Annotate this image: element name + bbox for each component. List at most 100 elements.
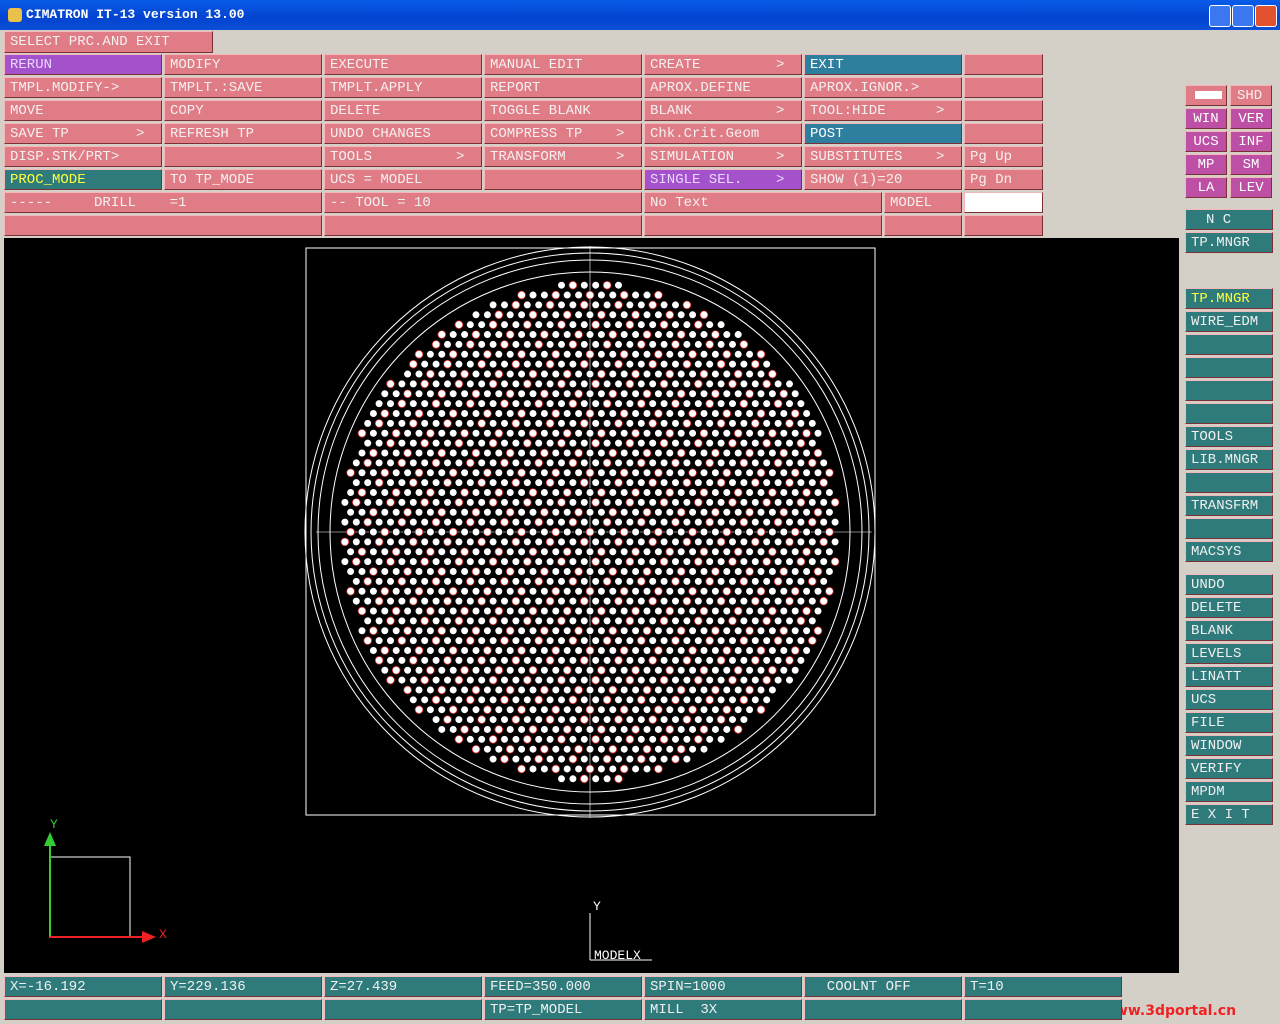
menu-button[interactable]: LINATT	[1185, 666, 1273, 687]
blank-button[interactable]	[1185, 85, 1227, 106]
hole	[545, 557, 555, 566]
menu-button[interactable]: LIB.MNGR	[1185, 449, 1273, 470]
menu-button[interactable]: TOOLS >	[324, 146, 482, 167]
menu-button[interactable]: MPDM	[1185, 781, 1273, 802]
menu-button[interactable]: WIRE_EDM	[1185, 311, 1273, 332]
menu-button[interactable]: SHOW (1)=20	[804, 169, 962, 190]
menu-button[interactable]: UCS = MODEL	[324, 169, 482, 190]
blank-button[interactable]	[484, 169, 642, 190]
menu-button[interactable]: DELETE	[324, 100, 482, 121]
menu-button[interactable]: MANUAL EDIT	[484, 54, 642, 75]
hole	[773, 458, 783, 468]
blank-button[interactable]	[964, 77, 1043, 98]
menu-button[interactable]: LEV	[1230, 177, 1272, 198]
hole	[426, 428, 435, 438]
blank-button[interactable]	[964, 123, 1043, 144]
menu-button[interactable]: TMPL.MODIFY->	[4, 77, 162, 98]
menu-button[interactable]: SINGLE SEL. >	[644, 169, 802, 190]
menu-button[interactable]: APROX.DEFINE	[644, 77, 802, 98]
blank-button[interactable]	[1185, 357, 1273, 378]
blank-button[interactable]	[964, 54, 1043, 75]
maximize-button[interactable]	[1232, 5, 1254, 27]
hole	[534, 379, 543, 389]
menu-button[interactable]: TRANSFORM >	[484, 146, 642, 167]
minimize-button[interactable]	[1209, 5, 1231, 27]
menu-button[interactable]: Pg Up	[964, 146, 1043, 167]
menu-button[interactable]: Pg Dn	[964, 169, 1043, 190]
menu-button[interactable]: BLANK	[1185, 620, 1273, 641]
hole	[728, 675, 737, 685]
menu-button[interactable]: UNDO CHANGES	[324, 123, 482, 144]
menu-button[interactable]: EXIT	[804, 54, 962, 75]
blank-button[interactable]	[964, 100, 1043, 121]
menu-button[interactable]: TO TP_MODE	[164, 169, 322, 190]
menu-button[interactable]: DELETE	[1185, 597, 1273, 618]
menu-button[interactable]: MODIFY	[164, 54, 322, 75]
menu-button[interactable]: SAVE TP >	[4, 123, 162, 144]
menu-button[interactable]: PROC_MODE	[4, 169, 162, 190]
menu-button[interactable]: UCS	[1185, 689, 1273, 710]
blank-button[interactable]	[1185, 472, 1273, 493]
menu-button[interactable]: COMPRESS TP >	[484, 123, 642, 144]
hole	[733, 725, 743, 734]
menu-button[interactable]: WIN	[1185, 108, 1227, 129]
menu-button[interactable]: TP.MNGR	[1185, 288, 1273, 309]
blank-button[interactable]	[1185, 518, 1273, 539]
menu-button[interactable]: TOOLS	[1185, 426, 1273, 447]
menu-button[interactable]: LEVELS	[1185, 643, 1273, 664]
menu-button[interactable]: LA	[1185, 177, 1227, 198]
menu-button[interactable]: MP	[1185, 154, 1227, 175]
menu-button[interactable]: INF	[1230, 131, 1272, 152]
hole	[534, 695, 543, 705]
menu-button[interactable]: UNDO	[1185, 574, 1273, 595]
menu-button[interactable]: VERIFY	[1185, 758, 1273, 779]
hole	[511, 379, 521, 389]
menu-button[interactable]: WINDOW	[1185, 735, 1273, 756]
menu-button[interactable]: SHD	[1230, 85, 1272, 106]
blank-button[interactable]	[1185, 403, 1273, 424]
blank-button[interactable]	[1185, 380, 1273, 401]
menu-button[interactable]: VER	[1230, 108, 1272, 129]
menu-button[interactable]: RERUN	[4, 54, 162, 75]
menu-button[interactable]: TMPLT.:SAVE	[164, 77, 322, 98]
menu-button[interactable]: DISP.STK/PRT>	[4, 146, 162, 167]
menu-button[interactable]: SIMULATION >	[644, 146, 802, 167]
hole	[557, 596, 566, 606]
menu-button[interactable]: COPY	[164, 100, 322, 121]
menu-button[interactable]: BLANK >	[644, 100, 802, 121]
close-button[interactable]	[1255, 5, 1277, 27]
menu-button[interactable]: REFRESH TP	[164, 123, 322, 144]
menu-button[interactable]: TP.MNGR	[1185, 232, 1273, 253]
menu-button[interactable]: CREATE >	[644, 54, 802, 75]
menu-button[interactable]: SUBSTITUTES >	[804, 146, 962, 167]
menu-button[interactable]: TOGGLE BLANK	[484, 100, 642, 121]
menu-button[interactable]: EXECUTE	[324, 54, 482, 75]
menu-button[interactable]: TRANSFRM	[1185, 495, 1273, 516]
hole	[676, 705, 686, 715]
hole	[636, 517, 646, 527]
hole	[357, 488, 367, 497]
hole	[654, 349, 663, 359]
hole	[796, 399, 806, 408]
menu-button[interactable]: MOVE	[4, 100, 162, 121]
blank-button[interactable]	[164, 146, 322, 167]
hole	[671, 596, 680, 606]
menu-button[interactable]: N C	[1185, 209, 1273, 230]
menu-button[interactable]: TOOL:HIDE >	[804, 100, 962, 121]
hole	[807, 419, 817, 428]
menu-button[interactable]: REPORT	[484, 77, 642, 98]
hole	[397, 675, 407, 685]
menu-button[interactable]: TMPLT.APPLY	[324, 77, 482, 98]
menu-button[interactable]: SM	[1230, 154, 1272, 175]
menu-button[interactable]: UCS	[1185, 131, 1227, 152]
hole	[437, 606, 447, 616]
hole	[591, 675, 600, 685]
menu-button[interactable]: E X I T	[1185, 804, 1273, 825]
menu-button[interactable]: Chk.Crit.Geom	[644, 123, 802, 144]
hole	[483, 330, 492, 339]
menu-button[interactable]: POST	[804, 123, 962, 144]
blank-button[interactable]	[1185, 334, 1273, 355]
menu-button[interactable]: MACSYS	[1185, 541, 1273, 562]
menu-button[interactable]: APROX.IGNOR.>	[804, 77, 962, 98]
menu-button[interactable]: FILE	[1185, 712, 1273, 733]
